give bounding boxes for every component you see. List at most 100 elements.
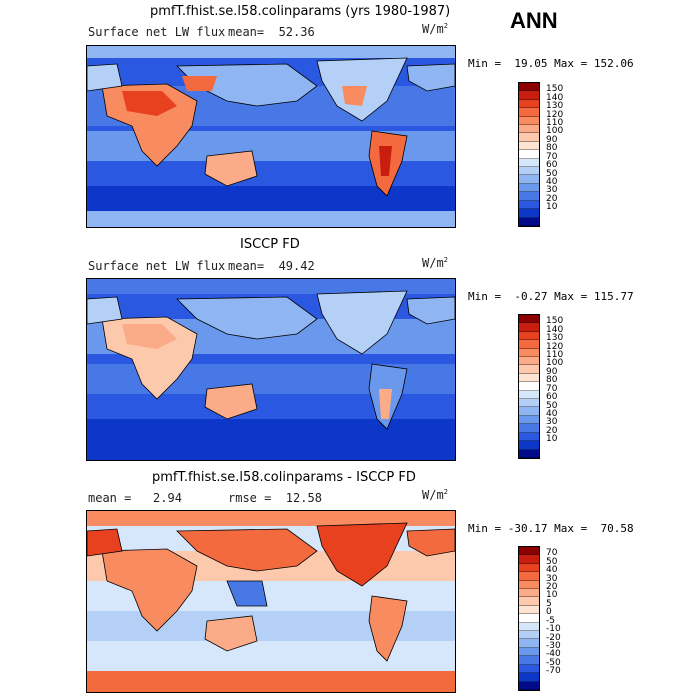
panel1-colorbar bbox=[518, 82, 540, 227]
colorbar-segment bbox=[519, 415, 539, 425]
panel3-units: W/m2 bbox=[422, 488, 448, 502]
colorbar-segment bbox=[519, 424, 539, 433]
colorbar-tick-label: 140 bbox=[546, 324, 564, 335]
colorbar-tick-label: -10 bbox=[546, 624, 561, 635]
panel3-title: pmfT.fhist.se.l58.colinparams - ISCCP FD bbox=[152, 470, 416, 485]
colorbar-segment bbox=[519, 217, 539, 226]
colorbar-segment bbox=[519, 209, 539, 218]
colorbar-tick-label: 90 bbox=[546, 134, 558, 145]
panel2-minmax: Min = -0.27 Max = 115.77 bbox=[468, 290, 634, 303]
colorbar-segment bbox=[519, 547, 539, 556]
colorbar-segment bbox=[519, 555, 539, 564]
colorbar-segment bbox=[519, 108, 539, 117]
colorbar-segment bbox=[519, 357, 539, 366]
colorbar-tick-label: 80 bbox=[546, 375, 558, 386]
colorbar-tick-label: 140 bbox=[546, 92, 564, 103]
colorbar-tick-label: 20 bbox=[546, 193, 558, 204]
colorbar-tick-label: 50 bbox=[546, 556, 558, 567]
colorbar-tick-label: 150 bbox=[546, 316, 564, 327]
colorbar-tick-label: -70 bbox=[546, 666, 561, 677]
colorbar-tick-label: 40 bbox=[546, 565, 558, 576]
colorbar-tick-label: 120 bbox=[546, 109, 564, 120]
colorbar-tick-label: -40 bbox=[546, 649, 561, 660]
panel2-map bbox=[86, 278, 456, 461]
colorbar-tick-label: 110 bbox=[546, 350, 564, 361]
colorbar-tick-label: 70 bbox=[546, 383, 558, 394]
colorbar-segment bbox=[519, 373, 539, 383]
panel2-field-label: Surface net LW flux bbox=[88, 259, 226, 273]
colorbar-tick-label: 10 bbox=[546, 202, 558, 213]
panel1-colorbar-labels: 150 140 130 120 110 100 90 80 70 60 50 40 30 20 10 bbox=[546, 82, 576, 227]
colorbar-segment bbox=[519, 390, 539, 400]
colorbar-tick-label: 5 bbox=[546, 598, 552, 609]
colorbar-segment bbox=[519, 399, 539, 408]
colorbar-segment bbox=[519, 315, 539, 324]
panel2-units: W/m2 bbox=[422, 256, 448, 270]
colorbar-tick-label: 110 bbox=[546, 118, 564, 129]
colorbar-segment bbox=[519, 589, 539, 598]
colorbar-segment bbox=[519, 331, 539, 341]
colorbar-tick-label: 40 bbox=[546, 176, 558, 187]
panel1-map bbox=[86, 45, 456, 228]
colorbar-segment bbox=[519, 141, 539, 151]
panel3-rmse-label: rmse = 12.58 bbox=[228, 491, 322, 505]
colorbar-tick-label: 120 bbox=[546, 341, 564, 352]
colorbar-segment bbox=[519, 622, 539, 632]
colorbar-segment bbox=[519, 158, 539, 168]
colorbar-tick-label: -30 bbox=[546, 640, 561, 651]
panel1-minmax: Min = 19.05 Max = 152.06 bbox=[468, 57, 634, 70]
colorbar-segment bbox=[519, 150, 539, 159]
colorbar-segment bbox=[519, 99, 539, 109]
colorbar-segment bbox=[519, 133, 539, 142]
colorbar-segment bbox=[519, 614, 539, 623]
colorbar-tick-label: 20 bbox=[546, 425, 558, 436]
colorbar-tick-label: 40 bbox=[546, 408, 558, 419]
colorbar-segment bbox=[519, 192, 539, 201]
colorbar-tick-label: 50 bbox=[546, 168, 558, 179]
panel3-minmax: Min = -30.17 Max = 70.58 bbox=[468, 522, 634, 535]
colorbar-segment bbox=[519, 656, 539, 665]
colorbar-tick-label: 30 bbox=[546, 417, 558, 428]
panel3-colorbar-labels: 70 50 40 30 20 10 5 0 -5 -10 -20 -30 -40 -50 -70 bbox=[546, 546, 576, 691]
panel2-mean-label: mean= 49.42 bbox=[228, 259, 315, 273]
colorbar-tick-label: 10 bbox=[546, 590, 558, 601]
colorbar-segment bbox=[519, 125, 539, 134]
colorbar-segment bbox=[519, 631, 539, 640]
colorbar-segment bbox=[519, 639, 539, 648]
colorbar-segment bbox=[519, 572, 539, 581]
colorbar-tick-label: 30 bbox=[546, 573, 558, 584]
colorbar-segment bbox=[519, 175, 539, 184]
colorbar-segment bbox=[519, 382, 539, 391]
colorbar-segment bbox=[519, 441, 539, 450]
season-label: ANN bbox=[510, 8, 558, 33]
colorbar-segment bbox=[519, 365, 539, 374]
panel1-mean-label: mean= 52.36 bbox=[228, 25, 315, 39]
colorbar-segment bbox=[519, 407, 539, 416]
colorbar-segment bbox=[519, 673, 539, 682]
panel1-map-plot bbox=[87, 46, 455, 227]
panel2-colorbar bbox=[518, 314, 540, 459]
panel3-map bbox=[86, 510, 456, 693]
panel3-colorbar bbox=[518, 546, 540, 691]
panel3-map-plot bbox=[87, 511, 455, 692]
colorbar-tick-label: 70 bbox=[546, 548, 558, 559]
colorbar-tick-label: 30 bbox=[546, 185, 558, 196]
colorbar-segment bbox=[519, 167, 539, 176]
colorbar-segment bbox=[519, 647, 539, 657]
colorbar-segment bbox=[519, 91, 539, 100]
colorbar-tick-label: 10 bbox=[546, 434, 558, 445]
colorbar-tick-label: 130 bbox=[546, 101, 564, 112]
colorbar-tick-label: 60 bbox=[546, 392, 558, 403]
colorbar-tick-label: 20 bbox=[546, 582, 558, 593]
panel1-title: pmfT.fhist.se.l58.colinparams (yrs 1980-… bbox=[150, 4, 451, 19]
colorbar-tick-label: 100 bbox=[546, 358, 564, 369]
panel2-title: ISCCP FD bbox=[240, 237, 300, 252]
colorbar-segment bbox=[519, 116, 539, 126]
colorbar-tick-label: -20 bbox=[546, 632, 561, 643]
colorbar-tick-label: 60 bbox=[546, 160, 558, 171]
panel2-map-plot bbox=[87, 279, 455, 460]
colorbar-segment bbox=[519, 449, 539, 458]
colorbar-segment bbox=[519, 340, 539, 349]
colorbar-segment bbox=[519, 348, 539, 358]
colorbar-tick-label: -5 bbox=[546, 615, 555, 626]
